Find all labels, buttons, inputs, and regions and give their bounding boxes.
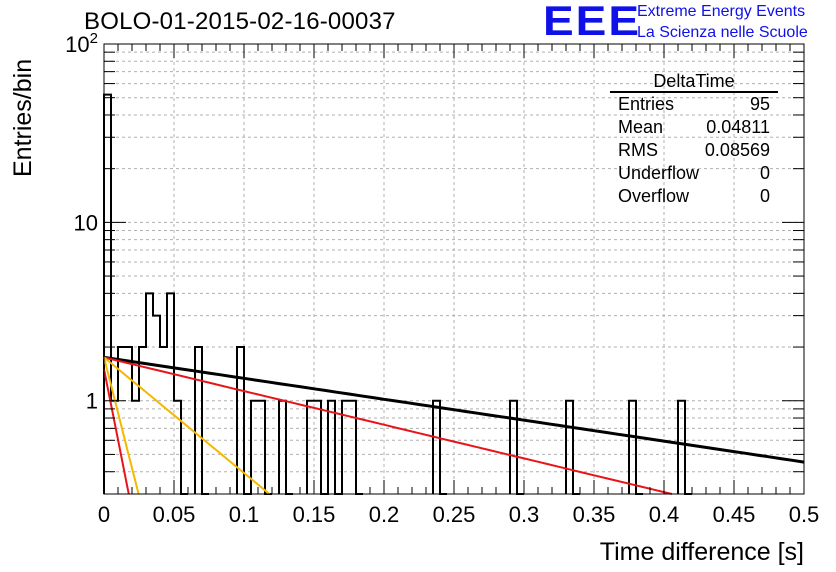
eee-logo: EEE — [543, 0, 642, 45]
x-tick-label: 0 — [98, 502, 110, 527]
tick-labels: 0 0.05 0.1 0.15 0.2 0.25 0.3 0.35 0.4 0.45 0.51101… — [65, 30, 819, 527]
stats-box: DeltaTime Entries 95 Mean 0.04811 RMS 0.08569… — [610, 71, 778, 206]
stats-row-value: 95 — [750, 94, 770, 114]
histogram-outline — [103, 93, 692, 495]
x-tick-label: 0.5 — [789, 502, 820, 527]
x-tick-label: 0.2 — [369, 502, 400, 527]
stats-row-value: 0.08569 — [705, 140, 770, 160]
fit-curve — [103, 356, 673, 495]
x-tick-label: 0.4 — [649, 502, 680, 527]
fit-curve — [103, 357, 140, 495]
logo-caption-line2: La Scienza nelle Scuole — [637, 24, 808, 41]
x-tick-label: 0.35 — [573, 502, 616, 527]
stats-row-label: Overflow — [618, 186, 690, 206]
fit-curves — [103, 355, 805, 495]
stats-row-label: Entries — [618, 94, 674, 114]
x-tick-label: 0.3 — [509, 502, 540, 527]
plot-title: BOLO-01-2015-02-16-00037 — [84, 8, 396, 35]
stats-row-value: 0 — [760, 186, 770, 206]
histogram-bars — [103, 93, 692, 495]
x-tick-label: 0.25 — [433, 502, 476, 527]
x-tick-label: 0.1 — [229, 502, 260, 527]
y-tick-label: 10 — [74, 210, 98, 235]
stats-row-label: RMS — [618, 140, 658, 160]
grid-lines — [104, 44, 804, 494]
axis-ticks — [103, 43, 805, 495]
stats-row-value: 0.04811 — [706, 117, 770, 137]
fit-curve — [103, 356, 271, 495]
y-tick-label: 1 — [86, 389, 98, 414]
fit-curve — [103, 355, 805, 464]
stats-row-label: Underflow — [618, 163, 700, 183]
x-tick-label: 0.45 — [713, 502, 756, 527]
x-tick-label: 0.05 — [153, 502, 196, 527]
logo-caption-line1: Extreme Energy Events — [637, 3, 806, 20]
stats-row-value: 0 — [760, 163, 770, 183]
stats-row-label: Mean — [618, 117, 663, 137]
stats-name: DeltaTime — [653, 71, 734, 91]
x-tick-label: 0.15 — [293, 502, 336, 527]
x-axis-label: Time difference [s] — [600, 538, 804, 566]
y-axis-label: Entries/bin — [9, 59, 37, 177]
fit-curve — [103, 369, 130, 495]
